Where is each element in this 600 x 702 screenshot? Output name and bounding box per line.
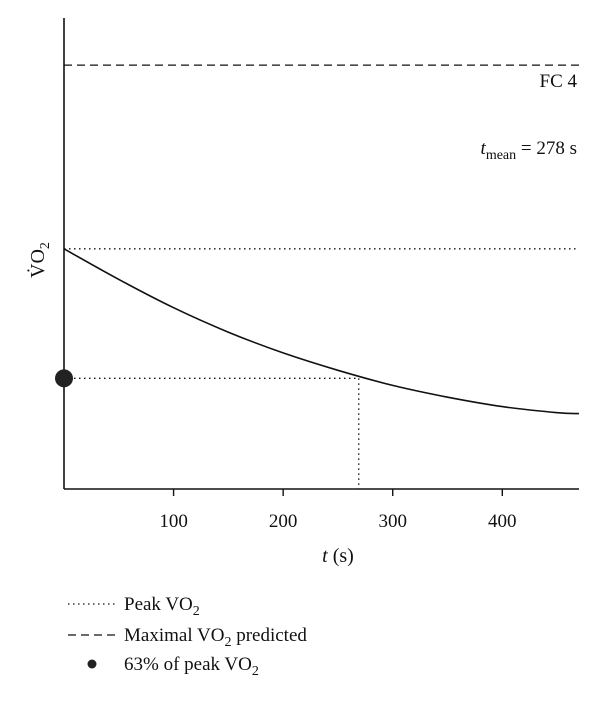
legend-label-63: 63% of peak VO2 — [124, 654, 259, 679]
panel-label: FC 4 — [540, 71, 578, 92]
x-ticks: 100 200 300 400 — [159, 489, 517, 532]
legend: Peak VO2 Maximal VO2 predicted 63% of pe… — [68, 594, 307, 679]
x-tick-label: 200 — [269, 511, 298, 532]
tmean-symbol: t — [481, 138, 487, 159]
vo2-decay-curve — [63, 248, 580, 415]
legend-swatch-dot — [87, 659, 97, 669]
63-percent-peak-marker — [55, 369, 73, 388]
x-tick-label: 100 — [159, 511, 188, 532]
legend-label-peak: Peak VO2 — [124, 594, 200, 619]
x-tick-label: 400 — [488, 511, 517, 532]
tmean-subscript: mean — [486, 148, 516, 163]
x-axis-label: t (s) — [322, 545, 354, 567]
tmean-value: = 278 s — [516, 138, 577, 159]
x-tick-label: 300 — [378, 511, 407, 532]
legend-label-maximal: Maximal VO2 predicted — [124, 625, 307, 650]
y-axis-label: V̇O2 — [25, 242, 53, 278]
tmean-annotation: tmean = 278 s — [481, 138, 577, 163]
